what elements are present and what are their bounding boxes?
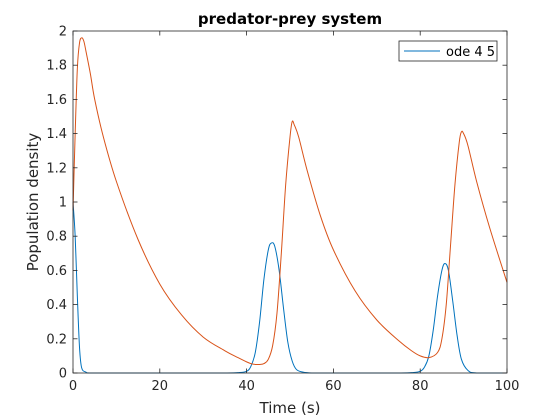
legend-box bbox=[398, 40, 498, 62]
y-tick-label: 1.8 bbox=[46, 59, 67, 74]
y-tick-label: 0 bbox=[59, 367, 67, 382]
y-tick-label: 2 bbox=[59, 25, 67, 40]
x-axis-label: Time (s) bbox=[259, 399, 321, 417]
legend: ode 4 5 bbox=[398, 40, 498, 62]
x-tick-label: 20 bbox=[152, 379, 169, 394]
x-tick-label: 40 bbox=[238, 379, 255, 394]
y-axis-label: Population density bbox=[24, 133, 42, 272]
x-tick-label: 0 bbox=[69, 379, 77, 394]
x-tick-label: 100 bbox=[495, 379, 520, 394]
legend-label: ode 4 5 bbox=[446, 45, 495, 60]
y-tick-label: 1.6 bbox=[46, 93, 67, 108]
y-tick-label: 0.4 bbox=[46, 298, 67, 313]
x-tick-label: 60 bbox=[325, 379, 342, 394]
y-tick-label: 1.4 bbox=[46, 127, 67, 142]
y-tick-label: 0.2 bbox=[46, 332, 67, 347]
axes-layer: 0 20 40 60 80 100 0 0.2 0.4 0.6 0.8 1 1.2 1.4 1.6 1.8 2 bbox=[46, 25, 519, 395]
chart-title: predator-prey system bbox=[198, 10, 382, 28]
y-tick-label: 1 bbox=[59, 196, 67, 211]
x-tick-label: 80 bbox=[412, 379, 429, 394]
y-tick-label: 0.6 bbox=[46, 264, 67, 279]
series-line-1 bbox=[72, 37, 508, 366]
plot-area bbox=[73, 31, 507, 373]
y-tick-label: 0.8 bbox=[46, 230, 67, 245]
y-tick-label: 1.2 bbox=[46, 161, 67, 176]
